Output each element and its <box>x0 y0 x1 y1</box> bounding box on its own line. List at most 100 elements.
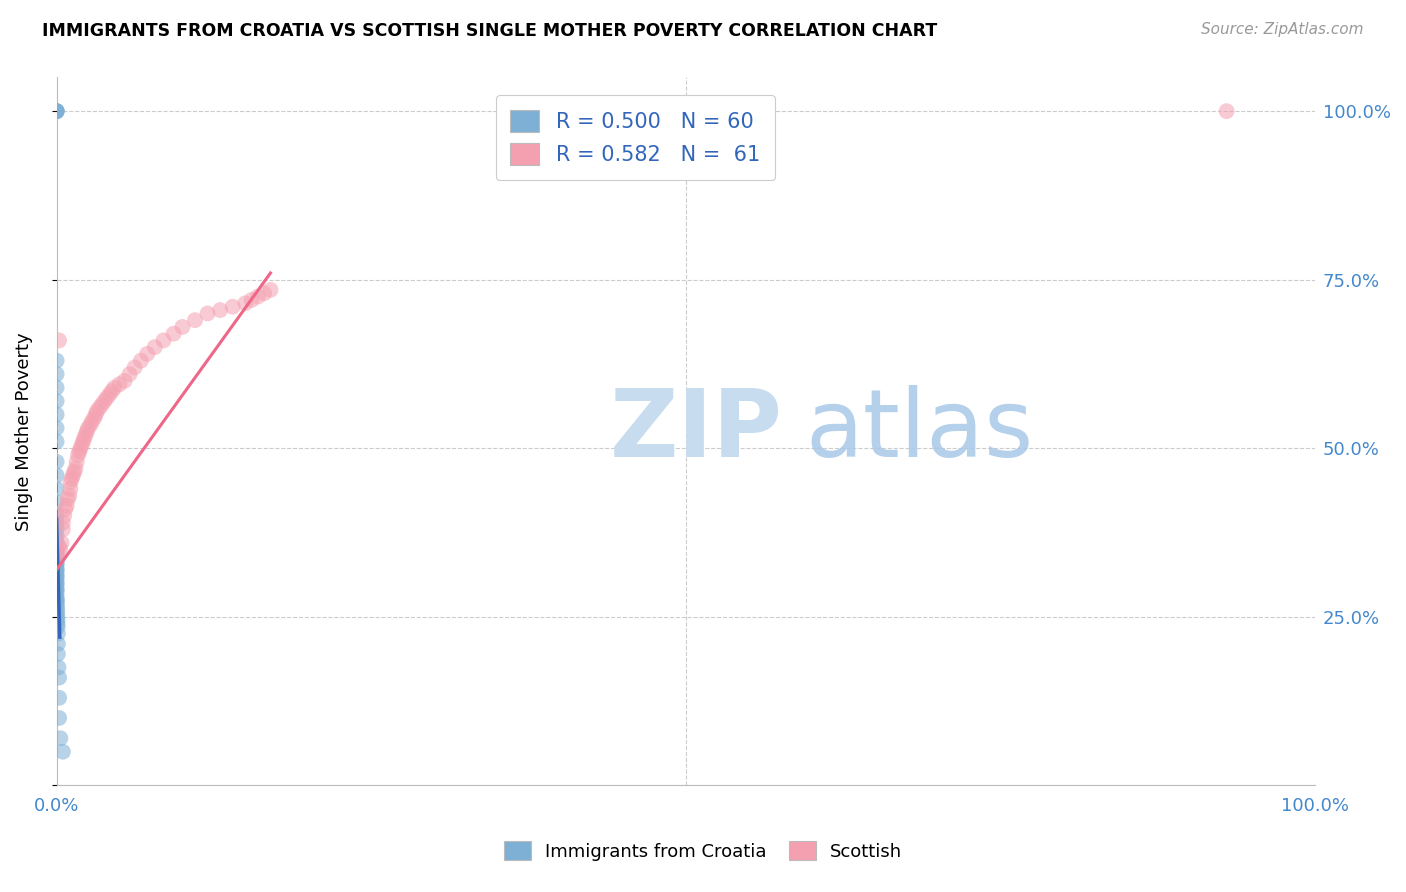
Point <box>70 438 93 452</box>
Point <box>259 283 281 297</box>
Point <box>53 508 76 523</box>
Point <box>45 593 67 607</box>
Point <box>59 475 82 489</box>
Point <box>45 353 67 368</box>
Point <box>77 421 100 435</box>
Point <box>1215 104 1237 119</box>
Point <box>58 488 80 502</box>
Point <box>143 340 166 354</box>
Point <box>45 586 67 600</box>
Point <box>69 442 91 456</box>
Text: atlas: atlas <box>806 385 1033 477</box>
Point <box>184 313 207 327</box>
Point <box>48 671 70 685</box>
Point <box>45 556 67 570</box>
Point <box>46 603 69 617</box>
Point <box>46 599 69 614</box>
Point <box>124 360 146 375</box>
Legend: R = 0.500   N = 60, R = 0.582   N =  61: R = 0.500 N = 60, R = 0.582 N = 61 <box>496 95 775 180</box>
Point <box>45 104 67 119</box>
Point <box>80 414 103 428</box>
Point <box>45 381 67 395</box>
Point <box>52 745 75 759</box>
Point <box>60 472 83 486</box>
Point <box>45 569 67 583</box>
Point <box>75 427 97 442</box>
Point <box>162 326 184 341</box>
Point <box>45 569 67 583</box>
Point <box>46 546 69 560</box>
Point <box>45 546 67 560</box>
Point <box>45 580 67 594</box>
Point <box>45 421 67 435</box>
Point <box>79 417 101 432</box>
Point <box>45 563 67 577</box>
Point <box>72 434 94 449</box>
Point <box>49 542 72 557</box>
Point <box>233 296 256 310</box>
Point <box>63 465 86 479</box>
Point <box>51 535 73 549</box>
Point <box>45 576 67 591</box>
Point <box>96 391 118 405</box>
Point <box>101 384 124 398</box>
Point <box>45 468 67 483</box>
Point <box>46 613 69 627</box>
Point <box>52 516 75 530</box>
Point <box>59 482 82 496</box>
Point <box>253 286 276 301</box>
Point <box>45 516 67 530</box>
Point <box>45 559 67 574</box>
Point <box>45 590 67 604</box>
Point <box>209 303 232 318</box>
Point <box>67 444 90 458</box>
Point <box>46 626 69 640</box>
Point <box>45 566 67 580</box>
Point <box>48 539 70 553</box>
Text: ZIP: ZIP <box>610 385 783 477</box>
Point <box>172 320 194 334</box>
Point <box>118 367 141 381</box>
Point <box>46 620 69 634</box>
Point <box>55 502 77 516</box>
Point <box>222 300 245 314</box>
Point <box>45 535 67 549</box>
Point <box>45 552 67 566</box>
Point <box>52 522 75 536</box>
Point <box>45 104 67 119</box>
Point <box>90 397 112 411</box>
Point <box>136 347 159 361</box>
Text: Source: ZipAtlas.com: Source: ZipAtlas.com <box>1201 22 1364 37</box>
Point <box>45 576 67 591</box>
Point <box>45 104 67 119</box>
Point <box>45 455 67 469</box>
Point <box>56 491 79 506</box>
Point <box>93 394 115 409</box>
Point <box>46 637 69 651</box>
Point <box>48 711 70 725</box>
Point <box>48 690 70 705</box>
Point <box>45 552 67 566</box>
Point <box>46 610 69 624</box>
Point <box>45 482 67 496</box>
Point <box>55 499 77 513</box>
Point <box>103 381 125 395</box>
Point <box>65 461 87 475</box>
Point <box>45 542 67 557</box>
Point <box>45 495 67 509</box>
Point <box>45 529 67 543</box>
Point <box>98 387 121 401</box>
Point <box>45 408 67 422</box>
Point <box>66 455 89 469</box>
Point <box>152 334 174 348</box>
Point <box>45 582 67 597</box>
Point <box>46 596 69 610</box>
Point <box>129 353 152 368</box>
Point <box>45 394 67 409</box>
Point <box>49 731 72 746</box>
Text: IMMIGRANTS FROM CROATIA VS SCOTTISH SINGLE MOTHER POVERTY CORRELATION CHART: IMMIGRANTS FROM CROATIA VS SCOTTISH SING… <box>42 22 938 40</box>
Point <box>62 468 84 483</box>
Point <box>45 367 67 381</box>
Point <box>108 377 131 392</box>
Point <box>76 425 98 439</box>
